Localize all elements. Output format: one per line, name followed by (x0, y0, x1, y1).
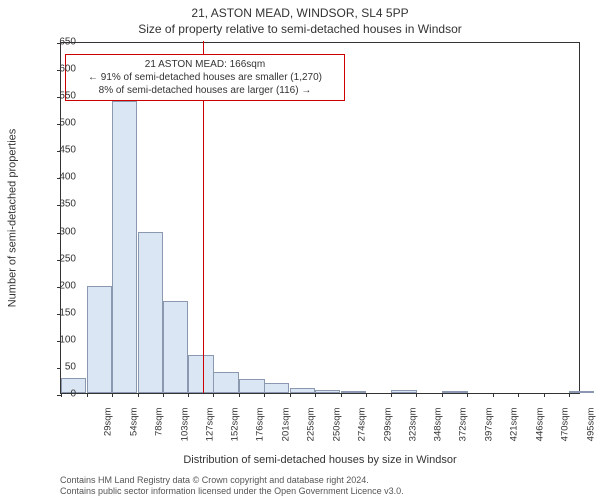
credits: Contains HM Land Registry data © Crown c… (60, 475, 404, 498)
histogram-bar (188, 355, 213, 393)
ytick-label: 200 (46, 280, 76, 291)
xtick-mark (315, 393, 316, 397)
chart-title-2: Size of property relative to semi-detach… (0, 22, 600, 36)
xtick-mark (366, 393, 367, 397)
xtick-label: 421sqm (509, 408, 520, 458)
credit-line-2: Contains public sector information licen… (60, 486, 404, 497)
histogram-bar (442, 391, 467, 393)
annotation-line: ← 91% of semi-detached houses are smalle… (72, 71, 338, 84)
xtick-label: 470sqm (559, 408, 570, 458)
xtick-mark (416, 393, 417, 397)
xtick-mark (112, 393, 113, 397)
histogram-bar (163, 301, 188, 393)
xtick-mark (544, 393, 545, 397)
xtick-label: 348sqm (433, 408, 444, 458)
ytick-label: 300 (46, 226, 76, 237)
ytick-label: 250 (46, 253, 76, 264)
plot-area: 21 ASTON MEAD: 166sqm← 91% of semi-detac… (60, 42, 580, 394)
histogram-bar (87, 286, 112, 393)
xtick-label: 397sqm (484, 408, 495, 458)
xtick-label: 299sqm (382, 408, 393, 458)
histogram-bar (569, 391, 594, 393)
xtick-label: 274sqm (356, 408, 367, 458)
xtick-label: 152sqm (230, 408, 241, 458)
histogram-bar (112, 101, 137, 393)
annotation-line: 21 ASTON MEAD: 166sqm (72, 58, 338, 71)
xtick-label: 127sqm (204, 408, 215, 458)
xtick-mark (213, 393, 214, 397)
ytick-label: 450 (46, 145, 76, 156)
histogram-bar (239, 379, 264, 393)
ytick-label: 100 (46, 334, 76, 345)
xtick-label: 250sqm (331, 408, 342, 458)
xtick-label: 54sqm (128, 408, 139, 458)
xtick-label: 176sqm (255, 408, 266, 458)
ytick-label: 150 (46, 307, 76, 318)
xtick-label: 323sqm (407, 408, 418, 458)
xtick-label: 372sqm (458, 408, 469, 458)
xtick-label: 78sqm (153, 408, 164, 458)
xtick-mark (391, 393, 392, 397)
xtick-mark (87, 393, 88, 397)
xtick-mark (239, 393, 240, 397)
xtick-label: 201sqm (281, 408, 292, 458)
xtick-mark (467, 393, 468, 397)
y-axis-label: Number of semi-detached properties (4, 42, 20, 394)
histogram-bar (264, 383, 289, 393)
annotation-box: 21 ASTON MEAD: 166sqm← 91% of semi-detac… (65, 54, 345, 101)
xtick-mark (569, 393, 570, 397)
xtick-mark (493, 393, 494, 397)
xtick-mark (442, 393, 443, 397)
xtick-mark (518, 393, 519, 397)
ytick-label: 350 (46, 199, 76, 210)
xtick-mark (341, 393, 342, 397)
chart-container: 21, ASTON MEAD, WINDSOR, SL4 5PP Size of… (0, 0, 600, 500)
credit-line-1: Contains HM Land Registry data © Crown c… (60, 475, 404, 486)
xtick-label: 29sqm (103, 408, 114, 458)
xtick-label: 446sqm (534, 408, 545, 458)
xtick-mark (163, 393, 164, 397)
xtick-mark (264, 393, 265, 397)
ytick-label: 50 (46, 361, 76, 372)
ytick-label: 500 (46, 118, 76, 129)
xtick-mark (188, 393, 189, 397)
ytick-label: 550 (46, 91, 76, 102)
xtick-label: 225sqm (306, 408, 317, 458)
xtick-mark (138, 393, 139, 397)
ytick-label: 650 (46, 37, 76, 48)
histogram-bar (341, 391, 366, 393)
chart-title-1: 21, ASTON MEAD, WINDSOR, SL4 5PP (0, 6, 600, 20)
ytick-label: 0 (46, 389, 76, 400)
ytick-label: 600 (46, 64, 76, 75)
xtick-label: 495sqm (585, 408, 596, 458)
histogram-bar (290, 388, 315, 393)
xtick-mark (290, 393, 291, 397)
xtick-label: 103sqm (179, 408, 190, 458)
ytick-label: 400 (46, 172, 76, 183)
histogram-bar (213, 372, 238, 393)
annotation-line: 8% of semi-detached houses are larger (1… (72, 84, 338, 97)
histogram-bar (315, 390, 340, 393)
histogram-bar (391, 390, 416, 393)
histogram-bar (138, 232, 163, 393)
